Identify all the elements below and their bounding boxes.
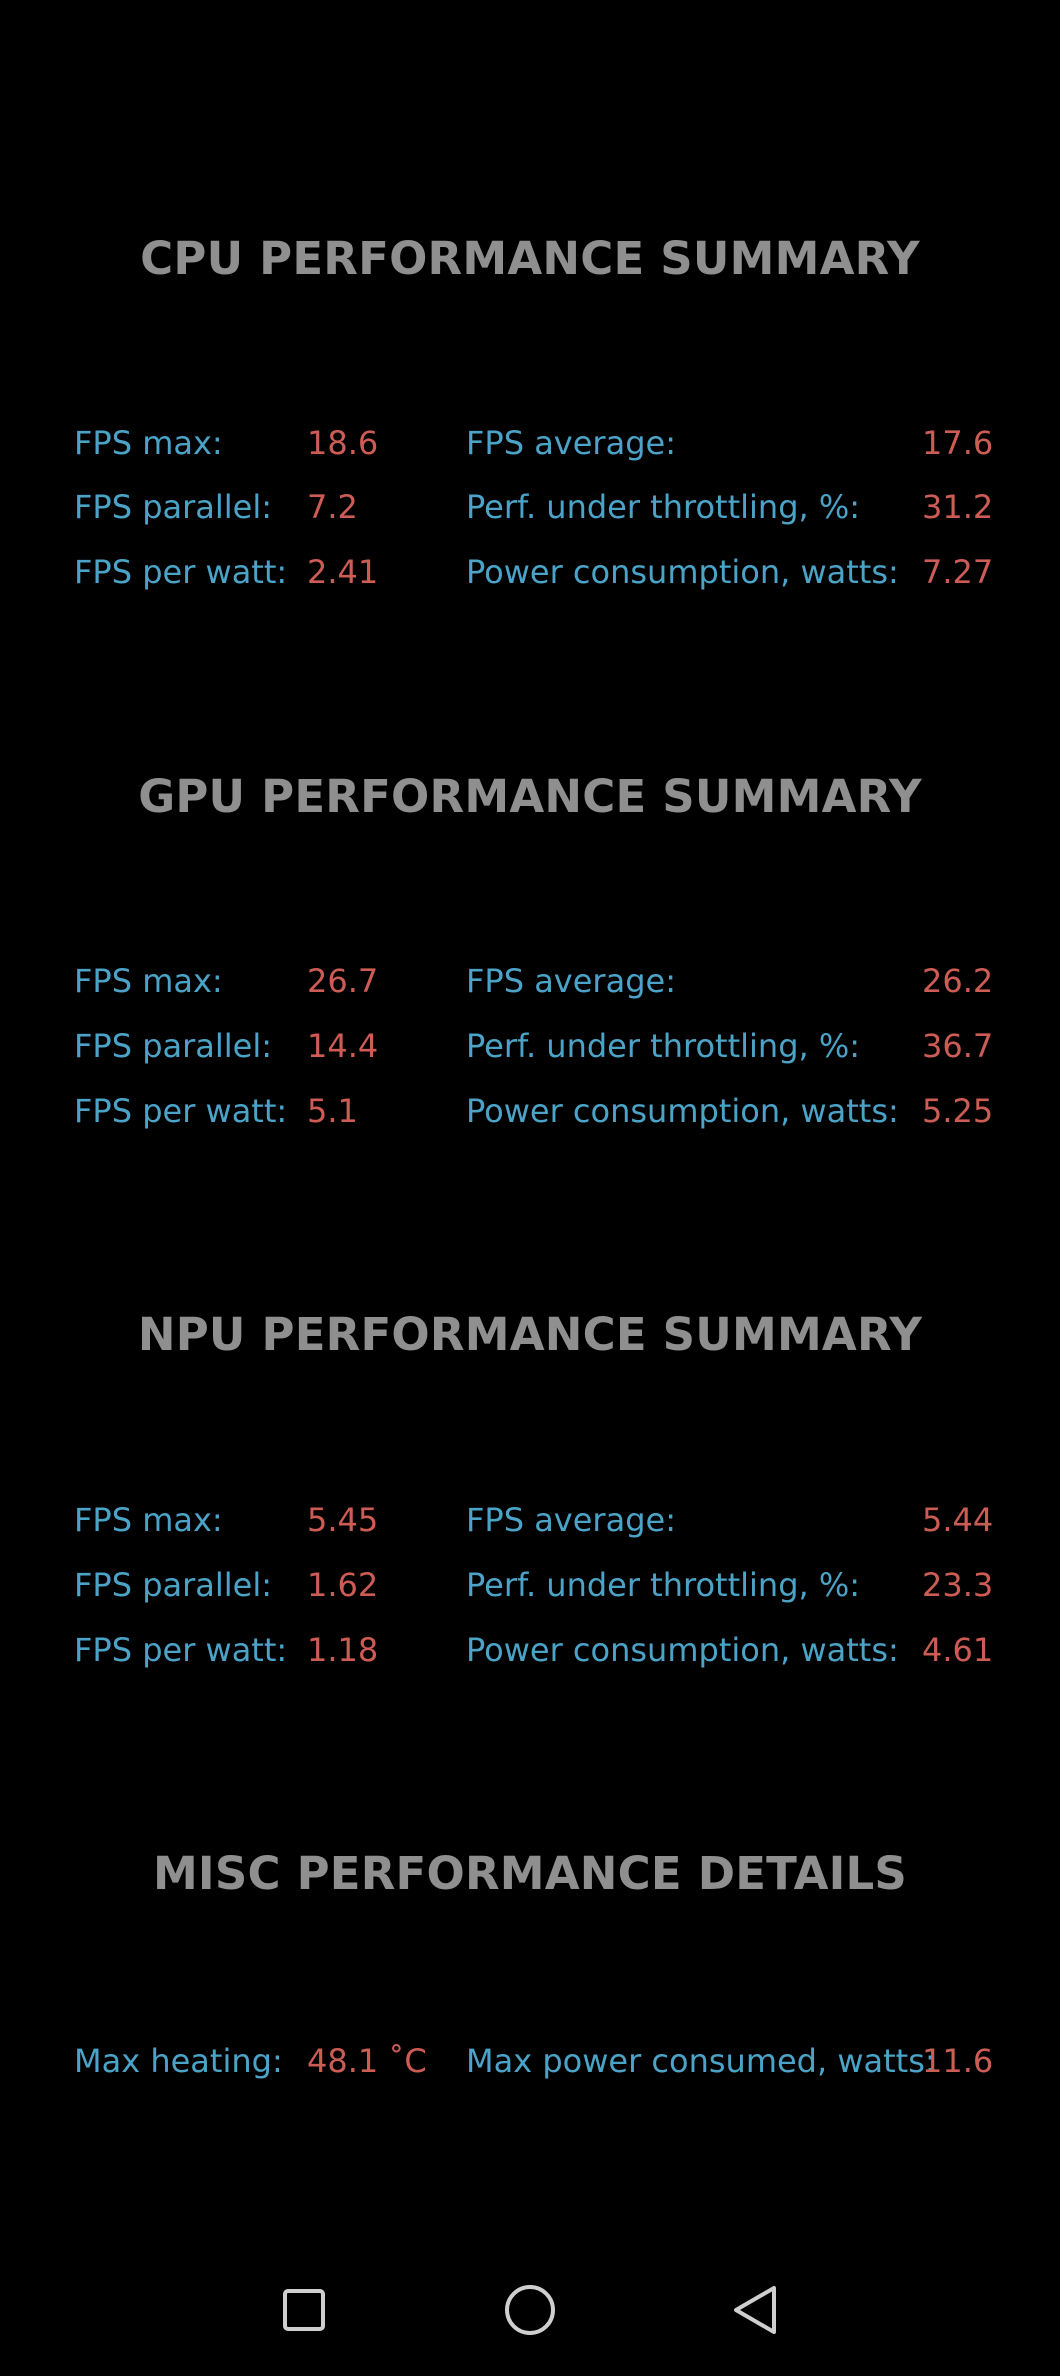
power-consumption-label: Power consumption, watts: [466,1092,899,1130]
fps-per-watt-label: FPS per watt: [74,553,288,591]
throttling-value: 31.2 [922,488,994,526]
fps-average-label: FPS average: [466,1501,676,1539]
square-icon [283,2289,325,2331]
max-heating-value: 48.1 ˚C [307,2042,427,2080]
throttling-value: 23.3 [922,1566,994,1604]
fps-max-value: 5.45 [307,1501,379,1539]
power-consumption-value: 4.61 [922,1631,994,1669]
back-button[interactable] [711,2250,801,2370]
recents-button[interactable] [259,2250,349,2370]
fps-average-label: FPS average: [466,962,676,1000]
section-title: NPU PERFORMANCE SUMMARY [137,1308,923,1361]
fps-average-value: 26.2 [922,962,994,1000]
fps-per-watt-value: 2.41 [307,553,379,591]
max-power-label: Max power consumed, watts: [466,2042,936,2080]
section-title: GPU PERFORMANCE SUMMARY [138,770,922,823]
fps-max-label: FPS max: [74,424,223,462]
power-consumption-value: 5.25 [922,1092,994,1130]
throttling-label: Perf. under throttling, %: [466,1027,861,1065]
power-consumption-value: 7.27 [922,553,994,591]
fps-parallel-value: 14.4 [307,1027,379,1065]
triangle-back-icon [734,2286,776,2334]
navigation-bar [0,2250,1060,2376]
circle-icon [505,2285,555,2335]
fps-max-label: FPS max: [74,962,223,1000]
section-title: CPU PERFORMANCE SUMMARY [140,232,920,285]
fps-average-value: 17.6 [922,424,994,462]
fps-max-value: 18.6 [307,424,379,462]
power-consumption-label: Power consumption, watts: [466,553,899,591]
fps-parallel-label: FPS parallel: [74,488,273,526]
fps-parallel-label: FPS parallel: [74,1566,273,1604]
fps-average-value: 5.44 [922,1501,994,1539]
throttling-label: Perf. under throttling, %: [466,488,861,526]
fps-max-label: FPS max: [74,1501,223,1539]
fps-average-label: FPS average: [466,424,676,462]
fps-per-watt-value: 5.1 [307,1092,358,1130]
throttling-label: Perf. under throttling, %: [466,1566,861,1604]
fps-parallel-label: FPS parallel: [74,1027,273,1065]
fps-parallel-value: 7.2 [307,488,358,526]
max-heating-label: Max heating: [74,2042,283,2080]
max-power-value: 11.6 [922,2042,994,2080]
power-consumption-label: Power consumption, watts: [466,1631,899,1669]
fps-max-value: 26.7 [307,962,379,1000]
fps-per-watt-value: 1.18 [307,1631,379,1669]
fps-per-watt-label: FPS per watt: [74,1631,288,1669]
fps-parallel-value: 1.62 [307,1566,379,1604]
home-button[interactable] [485,2250,575,2370]
throttling-value: 36.7 [922,1027,994,1065]
section-title: MISC PERFORMANCE DETAILS [152,1847,908,1900]
fps-per-watt-label: FPS per watt: [74,1092,288,1130]
